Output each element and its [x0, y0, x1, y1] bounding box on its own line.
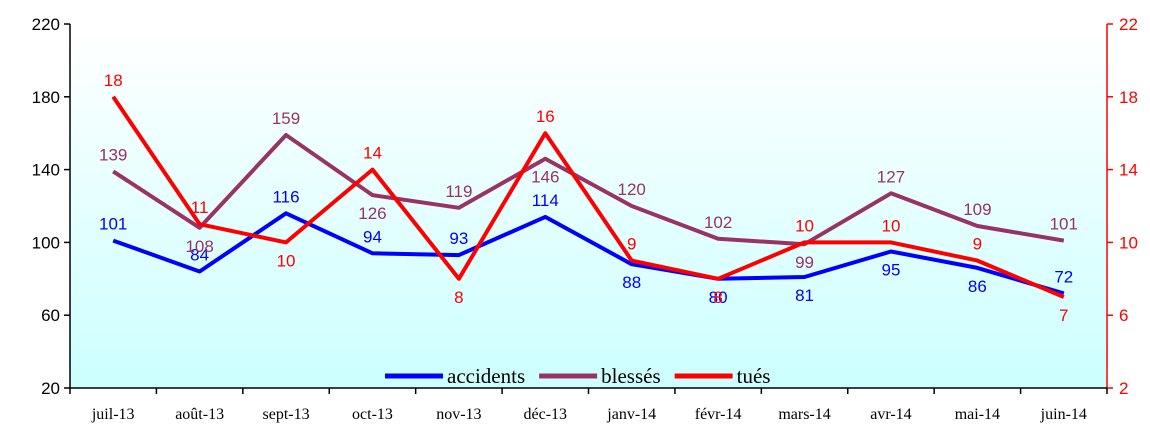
data-label-accidents: 101: [99, 215, 127, 234]
data-label-accidents: 95: [881, 261, 900, 280]
data-label-blessés: 108: [185, 237, 213, 256]
y-right-tick-label: 18: [1119, 88, 1138, 107]
data-label-blessés: 119: [445, 182, 472, 201]
data-label-blessés: 120: [618, 180, 646, 199]
x-tick-label: févr-14: [695, 406, 742, 423]
data-label-tués: 10: [881, 216, 900, 235]
data-label-accidents: 84: [190, 246, 209, 265]
y-right-tick-label: 14: [1119, 161, 1138, 180]
data-label-tués: 14: [363, 144, 382, 163]
data-label-tués: 8: [454, 288, 463, 307]
data-label-accidents: 80: [709, 288, 728, 307]
data-label-blessés: 127: [877, 167, 905, 186]
legend: accidents blessés tués: [385, 364, 770, 388]
data-label-tués: 9: [973, 235, 982, 254]
y-right-tick-label: 6: [1119, 306, 1128, 325]
data-label-tués: 18: [104, 71, 123, 90]
data-label-blessés: 126: [358, 204, 386, 223]
series-line-blessés: [112, 133, 1065, 247]
legend-label-accidents: accidents: [447, 364, 525, 388]
x-tick-label: déc-13: [524, 406, 568, 423]
data-label-blessés: 102: [704, 213, 732, 232]
data-label-blessés: 159: [272, 109, 300, 128]
data-label-blessés: 99: [795, 253, 814, 272]
y-left-tick-label: 60: [41, 306, 60, 325]
data-label-blessés: 139: [99, 145, 127, 164]
y-left-tick-label: 20: [41, 379, 60, 398]
plot-area: [70, 24, 1107, 388]
data-label-tués: 8: [713, 288, 722, 307]
y-left-tick-label: 180: [32, 88, 60, 107]
data-label-tués: 7: [1059, 306, 1068, 325]
series-line-tués: [111, 95, 1065, 299]
x-tick-label: oct-13: [352, 406, 393, 423]
data-label-tués: 16: [536, 107, 555, 126]
x-tick-label: juil-13: [91, 406, 135, 423]
y-left-tick-label: 100: [32, 233, 60, 252]
series-line-accidents: [112, 211, 1065, 296]
x-tick-label: avr-14: [870, 406, 911, 423]
legend-label-tués: tués: [737, 364, 771, 388]
data-label-blessés: 109: [963, 200, 991, 219]
data-label-accidents: 114: [532, 191, 559, 210]
x-tick-label: sept-13: [262, 406, 309, 423]
data-label-accidents: 86: [968, 277, 987, 296]
x-tick-label: juin-14: [1040, 406, 1087, 423]
data-label-accidents: 94: [363, 227, 382, 246]
x-tick-label: nov-13: [436, 406, 481, 423]
y-left-tick-label: 220: [32, 15, 60, 34]
data-label-tués: 9: [627, 235, 636, 254]
data-label-accidents: 72: [1054, 267, 1073, 286]
legend-label-blessés: blessés: [601, 364, 661, 388]
data-label-tués: 10: [795, 216, 814, 235]
data-label-blessés: 101: [1050, 215, 1078, 234]
data-label-accidents: 88: [622, 273, 641, 292]
data-label-accidents: 93: [449, 229, 468, 248]
x-tick-label: mai-14: [955, 406, 1000, 423]
y-right-tick-label: 10: [1119, 233, 1138, 252]
data-label-tués: 11: [191, 198, 209, 217]
data-label-blessés: 146: [531, 168, 559, 187]
x-tick-label: mars-14: [778, 406, 830, 423]
y-left-tick-label: 140: [32, 161, 60, 180]
x-tick-label: janv-14: [606, 406, 656, 423]
y-right-tick-label: 2: [1119, 379, 1128, 398]
data-label-tués: 10: [277, 251, 296, 270]
x-tick-label: août-13: [175, 406, 224, 423]
data-label-accidents: 116: [272, 187, 299, 206]
y-right-tick-label: 22: [1119, 15, 1138, 34]
data-label-accidents: 81: [795, 286, 814, 305]
